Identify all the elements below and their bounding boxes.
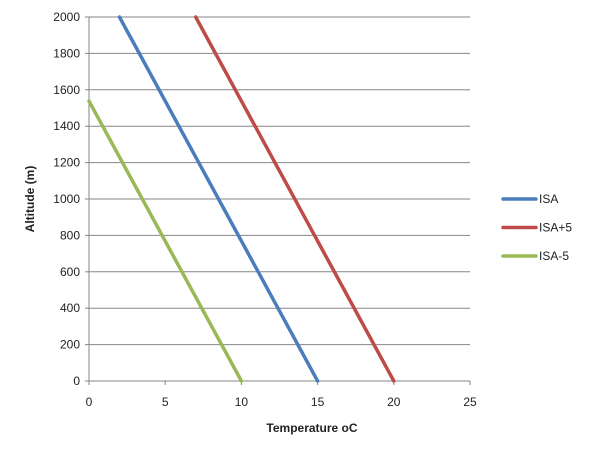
x-axis-label: Temperature oC: [266, 421, 357, 435]
y-axis-label: Altitude (m): [23, 166, 37, 233]
x-tick-label: 10: [235, 395, 249, 409]
y-tick-label: 1000: [53, 192, 80, 206]
legend-label: ISA+5: [539, 221, 572, 235]
y-tick-label: 1800: [53, 46, 80, 60]
x-tick-label: 25: [463, 395, 477, 409]
y-tick-label: 600: [60, 265, 80, 279]
series-line-isa-5: [87, 99, 244, 383]
legend-label: ISA: [539, 192, 558, 206]
series-line-isa: [117, 15, 320, 383]
y-tick-label: 800: [60, 228, 80, 242]
x-tick-label: 5: [162, 395, 169, 409]
y-tick-label: 1600: [53, 83, 80, 97]
y-tick-label: 400: [60, 301, 80, 315]
x-tick-label: 15: [311, 395, 325, 409]
legend-label: ISA-5: [539, 249, 569, 263]
legend: ISA ISA+5 ISA-5: [501, 192, 572, 263]
y-tick-label: 200: [60, 338, 80, 352]
y-tick-label: 0: [73, 374, 80, 388]
y-tick-label: 1200: [53, 156, 80, 170]
series-line-isa+5: [193, 15, 396, 383]
y-tick-label: 2000: [53, 10, 80, 24]
x-tick-label: 20: [387, 395, 401, 409]
x-tick-label: 0: [86, 395, 93, 409]
y-tick-label: 1400: [53, 119, 80, 133]
